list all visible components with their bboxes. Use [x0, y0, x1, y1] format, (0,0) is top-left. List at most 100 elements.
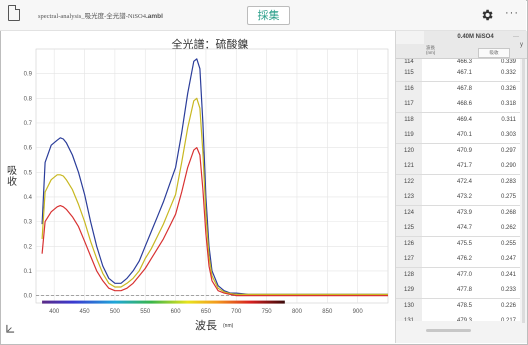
table-row[interactable]: 115 467.1 0.332	[396, 66, 520, 82]
x-axis-label[interactable]: 波長 (nm)	[195, 317, 233, 333]
absorbance-cell[interactable]: 0.311	[472, 112, 520, 128]
toolbar: spectral-analysis_吸光度-全光譜-NiSO4.ambl 採集 …	[0, 0, 526, 31]
wavelength-cell[interactable]: 468.6	[422, 97, 472, 112]
vertical-scrollbar[interactable]	[522, 59, 525, 323]
table-body[interactable]: 114 466.3 0.339 115 467.1 0.332 116 467.8 0.326 1…	[396, 59, 520, 321]
absorbance-cell[interactable]: 0.303	[472, 128, 520, 143]
table-row[interactable]: 127 476.2 0.247	[396, 252, 520, 268]
wavelength-cell[interactable]: 473.2	[422, 190, 472, 205]
row-index[interactable]: 130	[396, 298, 422, 314]
wavelength-cell[interactable]: 476.2	[422, 252, 472, 267]
wavelength-cell[interactable]: 471.7	[422, 159, 472, 174]
more-icon[interactable]: ···	[505, 7, 519, 19]
wavelength-cell[interactable]: 472.4	[422, 174, 472, 190]
row-index[interactable]: 129	[396, 283, 422, 298]
file-name: spectral-analysis_吸光度-全光譜-NiSO4.ambl	[38, 10, 163, 20]
table-row[interactable]: 131 479.3 0.217	[396, 314, 520, 321]
table-row[interactable]: 116 467.8 0.326	[396, 81, 520, 98]
row-index[interactable]: 115	[396, 66, 422, 81]
absorbance-cell[interactable]: 0.290	[472, 159, 520, 174]
row-index[interactable]: 121	[396, 159, 422, 174]
horizontal-scrollbar[interactable]	[426, 329, 471, 332]
row-index[interactable]: 126	[396, 236, 422, 252]
absorbance-cell[interactable]: 0.247	[472, 252, 520, 267]
row-index[interactable]: 120	[396, 143, 422, 159]
gear-icon[interactable]	[480, 8, 494, 22]
table-row[interactable]: 125 474.7 0.262	[396, 221, 520, 237]
dataset-header[interactable]: 0.40M NiSO4 ···	[424, 31, 527, 44]
x-axis-unit: (nm)	[223, 323, 234, 330]
table-row[interactable]: 123 473.2 0.275	[396, 190, 520, 206]
absorbance-cell[interactable]: 0.297	[472, 143, 520, 159]
absorbance-cell[interactable]: 0.283	[472, 174, 520, 190]
axis-scale-icon[interactable]	[6, 324, 15, 333]
spectrum-plot[interactable]: 400 450 500 550 600 650 700 750 800 850 900 0.0 0.1 0…	[0, 31, 395, 321]
wavelength-cell[interactable]: 477.0	[422, 267, 472, 283]
table-row[interactable]: 121 471.7 0.290	[396, 159, 520, 175]
wavelength-cell[interactable]: 474.7	[422, 221, 472, 236]
y-tick-label: 0.3	[24, 220, 33, 226]
table-row[interactable]: 128 477.0 0.241	[396, 267, 520, 284]
x-tick-label: 600	[171, 309, 182, 315]
table-row[interactable]: 119 470.1 0.303	[396, 128, 520, 144]
wavelength-cell[interactable]: 466.3	[422, 59, 472, 66]
wavelength-cell[interactable]: 467.1	[422, 66, 472, 81]
wavelength-cell[interactable]: 469.4	[422, 112, 472, 128]
wavelength-cell[interactable]: 467.8	[422, 81, 472, 97]
chart-title[interactable]: 全光譜：硫酸鎳	[171, 39, 249, 51]
row-index[interactable]: 127	[396, 252, 422, 267]
row-index[interactable]: 123	[396, 190, 422, 205]
row-index[interactable]: 116	[396, 81, 422, 97]
absorbance-cell[interactable]: 0.233	[472, 283, 520, 298]
wavelength-column-header[interactable]: 波長 (nm)	[426, 45, 436, 55]
row-index[interactable]: 124	[396, 205, 422, 221]
absorbance-cell[interactable]: 0.332	[472, 66, 520, 81]
dataset-menu-icon[interactable]: ···	[513, 34, 519, 40]
wavelength-cell[interactable]: 470.9	[422, 143, 472, 159]
table-row[interactable]: 130 478.5 0.226	[396, 298, 520, 315]
absorbance-cell[interactable]: 0.339	[472, 59, 520, 66]
absorbance-cell[interactable]: 0.318	[472, 97, 520, 112]
absorbance-cell[interactable]: 0.268	[472, 205, 520, 221]
table-row[interactable]: 126 475.5 0.255	[396, 236, 520, 253]
table-row[interactable]: 120 470.9 0.297	[396, 143, 520, 160]
wavelength-cell[interactable]: 478.5	[422, 298, 472, 314]
column-y-label: y	[520, 42, 523, 48]
series-line-3	[41, 147, 388, 297]
table-row[interactable]: 117 468.6 0.318	[396, 97, 520, 113]
y-axis-label[interactable]: 吸收	[7, 166, 17, 188]
absorbance-column-header[interactable]: 吸收	[478, 48, 510, 58]
y-tick-label: 0.8	[24, 96, 33, 102]
graph-panel: 全光譜：硫酸鎳 吸收 400 450 500 550 600 650 700 750 800 85…	[0, 31, 395, 343]
row-index[interactable]: 114	[396, 59, 422, 66]
row-index[interactable]: 118	[396, 112, 422, 128]
row-index[interactable]: 131	[396, 314, 422, 321]
wavelength-cell[interactable]: 470.1	[422, 128, 472, 143]
absorbance-cell[interactable]: 0.275	[472, 190, 520, 205]
absorbance-cell[interactable]: 0.326	[472, 81, 520, 97]
table-row[interactable]: 129 477.8 0.233	[396, 283, 520, 299]
wavelength-cell[interactable]: 477.8	[422, 283, 472, 298]
table-row[interactable]: 124 473.9 0.268	[396, 205, 520, 222]
absorbance-cell[interactable]: 0.262	[472, 221, 520, 236]
absorbance-cell[interactable]: 0.217	[472, 314, 520, 321]
row-index[interactable]: 117	[396, 97, 422, 112]
absorbance-cell[interactable]: 0.241	[472, 267, 520, 283]
document-icon[interactable]	[8, 5, 20, 21]
wavelength-cell[interactable]: 473.9	[422, 205, 472, 221]
row-index[interactable]: 125	[396, 221, 422, 236]
collect-button[interactable]: 採集	[247, 6, 290, 25]
x-tick-label: 650	[201, 309, 212, 315]
table-row[interactable]: 118 469.4 0.311	[396, 112, 520, 129]
wavelength-cell[interactable]: 479.3	[422, 314, 472, 321]
row-index[interactable]: 128	[396, 267, 422, 283]
absorbance-cell[interactable]: 0.255	[472, 236, 520, 252]
table-row[interactable]: 122 472.4 0.283	[396, 174, 520, 191]
absorbance-cell[interactable]: 0.226	[472, 298, 520, 314]
row-index[interactable]: 119	[396, 128, 422, 143]
wavelength-cell[interactable]: 475.5	[422, 236, 472, 252]
row-index[interactable]: 122	[396, 174, 422, 190]
data-table: 0.40M NiSO4 ··· 波長 (nm) 吸收 y 114 466.3 0.3…	[395, 31, 527, 343]
file-extension: .ambl	[145, 13, 163, 20]
y-tick-label: 0.9	[24, 72, 33, 78]
